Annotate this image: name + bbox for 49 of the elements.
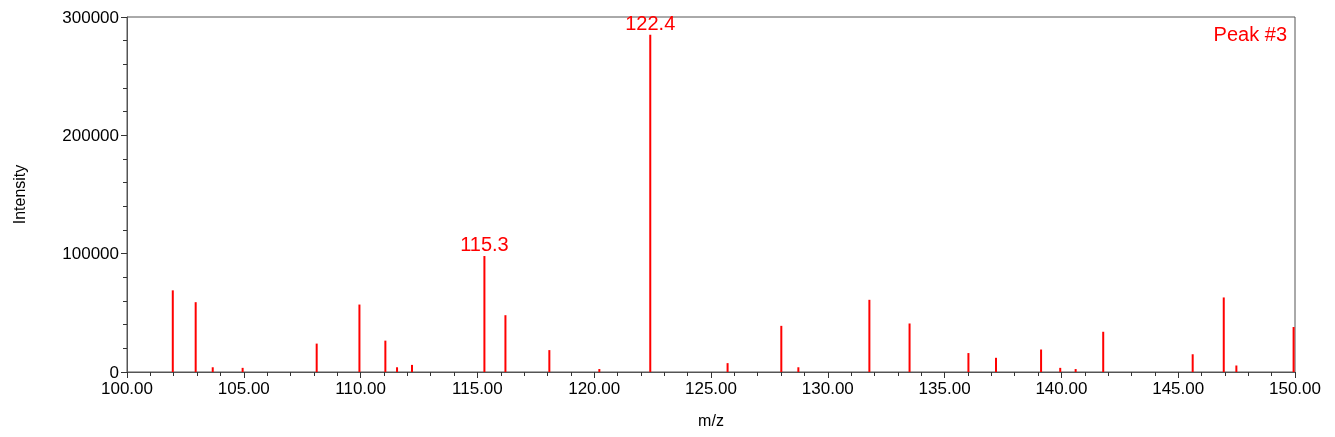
bar xyxy=(504,315,507,372)
y-tick-label: 300000 xyxy=(62,7,119,27)
x-tick-label: 105.00 xyxy=(217,379,270,398)
bar xyxy=(396,367,399,372)
bar xyxy=(1074,369,1077,372)
bar xyxy=(358,304,361,372)
y-axis-title: Intensity xyxy=(10,164,28,225)
y-tick-label: 100000 xyxy=(62,244,119,264)
bar xyxy=(1235,365,1238,372)
x-tick-label: 100.00 xyxy=(101,379,153,398)
y-tick-label: 0 xyxy=(109,362,119,382)
x-tick-label: 110.00 xyxy=(335,379,386,398)
bar xyxy=(483,256,486,372)
x-tick-label: 120.00 xyxy=(568,379,621,398)
x-tick-label: 130.00 xyxy=(801,379,854,398)
bar xyxy=(1292,327,1295,372)
annotation: 122.4 xyxy=(625,11,676,34)
annotation: 115.3 xyxy=(460,233,509,256)
x-tick-label: 135.00 xyxy=(918,379,971,398)
bar xyxy=(868,299,871,372)
bar xyxy=(1222,297,1225,372)
bar xyxy=(211,367,214,372)
bar xyxy=(967,353,970,372)
x-tick-label: 125.00 xyxy=(685,379,737,398)
bar xyxy=(598,369,601,372)
bar xyxy=(241,367,244,372)
bar xyxy=(780,325,783,372)
x-tick-label: 115.00 xyxy=(452,379,503,398)
x-axis-title: m/z xyxy=(698,411,724,429)
bar xyxy=(726,363,729,372)
bar xyxy=(1102,331,1105,372)
annotation: Peak #3 xyxy=(1213,23,1287,45)
bar xyxy=(908,323,911,372)
bar xyxy=(649,34,652,372)
y-tick-label: 200000 xyxy=(62,125,119,145)
bar xyxy=(194,302,197,372)
x-tick-label: 145.00 xyxy=(1152,379,1205,398)
bar xyxy=(1059,367,1062,372)
x-tick-label: 150.00 xyxy=(1269,379,1321,398)
x-tick-label: 140.00 xyxy=(1035,379,1088,398)
bar xyxy=(410,364,413,372)
bar xyxy=(1191,354,1194,372)
bar xyxy=(548,350,551,372)
bar xyxy=(994,357,997,372)
bar xyxy=(384,340,387,372)
bar xyxy=(171,290,174,372)
bar xyxy=(797,367,800,372)
bar xyxy=(1040,349,1043,372)
bar xyxy=(315,343,318,372)
